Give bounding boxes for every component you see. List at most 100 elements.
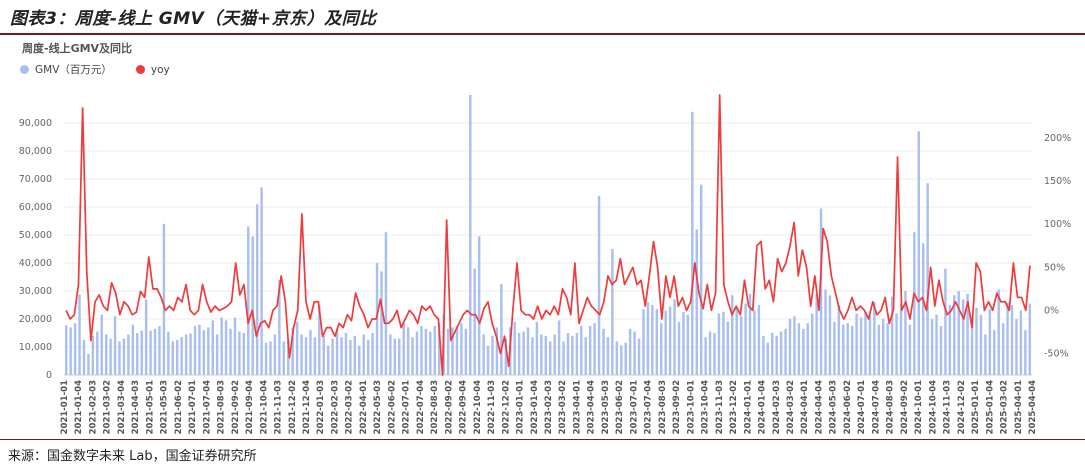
gmv-bar bbox=[464, 328, 468, 375]
gmv-bar bbox=[802, 328, 805, 375]
gmv-bar bbox=[828, 295, 832, 375]
gmv-bar bbox=[584, 337, 587, 375]
gmv-bar bbox=[988, 309, 992, 375]
x-tick-label: 2025-01-04 bbox=[985, 380, 995, 434]
gmv-bar bbox=[389, 334, 392, 375]
x-tick-label: 2021-12-02 bbox=[288, 380, 298, 434]
gmv-bar bbox=[899, 303, 903, 375]
gmv-bar bbox=[309, 330, 312, 375]
gmv-bar bbox=[437, 323, 441, 375]
gmv-bar bbox=[655, 309, 659, 375]
gmv-bar bbox=[65, 325, 68, 375]
x-tick-label: 2023-01-01 bbox=[516, 380, 526, 434]
gmv-bar bbox=[957, 291, 960, 375]
gmv-bar bbox=[633, 331, 636, 375]
gmv-bar bbox=[100, 314, 103, 375]
gmv-bar bbox=[189, 333, 192, 375]
x-tick-label: 2021-07-04 bbox=[202, 380, 212, 434]
gmv-bar bbox=[913, 232, 916, 375]
gmv-bar bbox=[722, 312, 725, 375]
gmv-bar bbox=[593, 323, 596, 375]
gmv-bar bbox=[939, 326, 943, 375]
x-tick-label: 2023-03-02 bbox=[558, 380, 568, 434]
gmv-bar bbox=[122, 338, 126, 375]
gmv-bar bbox=[207, 327, 210, 375]
gmv-bar bbox=[140, 330, 143, 375]
gmv-bar bbox=[606, 337, 610, 375]
x-tick-label: 2022-06-02 bbox=[387, 380, 397, 434]
gmv-bar bbox=[131, 324, 135, 375]
chart-plot: 0 10,000 20,000 30,000 40,000 50,000 60,000 70,… bbox=[19, 94, 1071, 434]
gmv-bar bbox=[393, 338, 397, 375]
x-tick-label: 2024-02-03 bbox=[772, 380, 782, 434]
gmv-bar bbox=[406, 327, 410, 375]
gmv-bar bbox=[597, 195, 601, 375]
x-tick-label: 2023-09-02 bbox=[672, 380, 682, 434]
gmv-bar bbox=[171, 341, 175, 375]
x-tick-label: 2024-06-02 bbox=[843, 380, 853, 434]
right-tick-label: 200% bbox=[1044, 133, 1071, 144]
x-tick-label: 2024-07-01 bbox=[857, 380, 867, 434]
gmv-bar bbox=[771, 333, 774, 375]
gmv-bar bbox=[873, 302, 876, 375]
legend-item-yoy[interactable]: yoy bbox=[135, 64, 170, 76]
gmv-bar bbox=[793, 316, 796, 375]
gmv-bar bbox=[961, 299, 965, 375]
x-tick-label: 2022-09-02 bbox=[444, 380, 454, 434]
gmv-bar bbox=[482, 334, 485, 375]
x-tick-label: 2025-03-02 bbox=[1000, 380, 1010, 434]
gmv-bar bbox=[549, 341, 552, 375]
left-tick-label: 80,000 bbox=[19, 146, 52, 157]
gmv-bar bbox=[602, 328, 605, 375]
legend-label-gmv: GMV（百万元） bbox=[35, 64, 112, 76]
gmv-bar bbox=[753, 310, 756, 375]
gmv-bar bbox=[295, 321, 299, 375]
gmv-bar bbox=[522, 331, 525, 375]
gmv-bar bbox=[91, 335, 95, 375]
chart-legend: GMV（百万元） yoy bbox=[20, 62, 194, 77]
gmv-bar bbox=[176, 340, 179, 375]
gmv-bar bbox=[180, 337, 183, 375]
gmv-bar bbox=[557, 320, 561, 375]
x-tick-label: 2022-01-03 bbox=[316, 380, 326, 434]
legend-item-gmv[interactable]: GMV（百万元） bbox=[20, 62, 112, 77]
gmv-bar bbox=[446, 328, 450, 375]
gmv-bar bbox=[291, 327, 294, 375]
right-tick-label: 150% bbox=[1044, 176, 1071, 187]
gmv-bar bbox=[215, 334, 219, 375]
x-tick-label: 2023-11-03 bbox=[715, 380, 725, 434]
x-tick-label: 2022-09-04 bbox=[459, 380, 469, 434]
x-tick-label: 2022-02-03 bbox=[330, 380, 340, 434]
gmv-bar bbox=[611, 249, 614, 375]
gmv-bar bbox=[544, 335, 547, 375]
gmv-bar bbox=[926, 183, 929, 375]
gmv-bar bbox=[1019, 310, 1023, 375]
gmv-bar bbox=[993, 330, 996, 375]
gmv-bar bbox=[788, 319, 792, 375]
x-axis: 2021-01-01 2021-01-04 2021-02-03 2021-03-02… bbox=[60, 380, 1038, 434]
gmv-bar bbox=[251, 236, 254, 375]
gmv-bar bbox=[944, 268, 947, 375]
gmv-bar bbox=[824, 289, 827, 375]
gmv-bar bbox=[96, 331, 99, 375]
gmv-bar bbox=[224, 320, 228, 375]
gmv-bar bbox=[238, 331, 241, 375]
x-tick-label: 2024-04-04 bbox=[814, 380, 824, 434]
gmv-bar bbox=[486, 345, 490, 375]
x-tick-label: 2023-06-02 bbox=[615, 380, 625, 434]
gmv-bar bbox=[637, 338, 641, 375]
gmv-bar bbox=[1010, 305, 1014, 375]
gmv-bar bbox=[517, 333, 521, 375]
gmv-bar bbox=[562, 341, 565, 375]
gmv-bar bbox=[331, 338, 334, 375]
gmv-bar bbox=[513, 321, 516, 375]
right-tick-label: -50% bbox=[1044, 348, 1069, 359]
x-tick-label: 2021-03-04 bbox=[117, 380, 127, 434]
x-tick-label: 2022-07-04 bbox=[416, 380, 426, 434]
x-tick-label: 2021-06-02 bbox=[174, 380, 184, 434]
gmv-bar bbox=[300, 334, 303, 375]
legend-swatch-yoy bbox=[135, 65, 145, 74]
gmv-bar bbox=[149, 330, 152, 375]
gmv-bar bbox=[895, 313, 898, 375]
x-tick-label: 2024-08-03 bbox=[886, 380, 896, 434]
